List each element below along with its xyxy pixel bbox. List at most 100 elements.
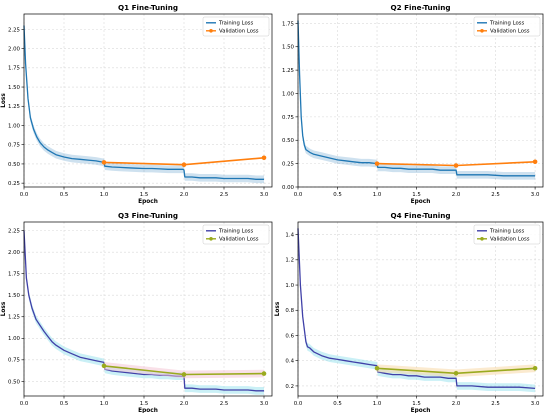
legend-entry: Validation Loss xyxy=(490,29,530,35)
data-point xyxy=(453,163,459,168)
x-tick-label: 0.5 xyxy=(60,192,69,198)
plot-area xyxy=(298,14,543,187)
x-tick-label: 3.0 xyxy=(260,401,269,407)
data-point xyxy=(181,162,187,168)
x-tick-label: 1.5 xyxy=(412,401,421,407)
legend-marker xyxy=(209,29,213,33)
data-point xyxy=(532,159,538,165)
series-validation-loss xyxy=(374,159,538,168)
legend-marker xyxy=(480,29,484,33)
x-tick-label: 2.5 xyxy=(491,192,500,198)
data-point xyxy=(532,365,538,371)
x-tick-label: 3.0 xyxy=(531,401,540,407)
y-tick-label: 0.8 xyxy=(285,308,294,314)
x-tick-label: 1.0 xyxy=(100,192,109,198)
y-tick-label: 0.25 xyxy=(8,181,20,187)
y-tick-label: 1.25 xyxy=(282,68,294,74)
x-tick-label: 2.0 xyxy=(180,401,189,407)
y-tick-label: 1.75 xyxy=(8,66,20,72)
y-axis-label: Loss xyxy=(275,301,281,316)
confidence-band xyxy=(377,364,536,378)
x-tick-label: 0.5 xyxy=(333,192,342,198)
y-tick-label: 0.2 xyxy=(285,384,294,390)
x-tick-label: 0.0 xyxy=(20,192,29,198)
chart-title: Q4 Fine-Tuning xyxy=(391,211,451,220)
y-tick-label: 1.2 xyxy=(285,258,294,264)
series-training-loss xyxy=(23,21,264,184)
series-validation-loss xyxy=(101,362,267,379)
series-validation-loss xyxy=(101,155,267,168)
x-tick-label: 3.0 xyxy=(260,192,269,198)
x-tick-label: 1.5 xyxy=(140,401,149,407)
chart-panel-2: 0.0 0.5 1.0 1.5 2.0 2.5 3.0 0.00 0.25 0.50 0.75 1.0… xyxy=(282,3,544,205)
legend-box xyxy=(473,16,541,37)
legend-entry: Training Loss xyxy=(218,21,253,27)
axes-frame xyxy=(297,221,544,397)
legend-marker xyxy=(209,237,213,241)
legend: Training Loss Validation Loss xyxy=(202,224,270,245)
data-point xyxy=(374,161,380,166)
x-tick-label: 2.5 xyxy=(220,401,229,407)
y-tick-label: 1.0 xyxy=(285,283,294,289)
plot-area xyxy=(24,14,272,187)
y-tick-label: 1.00 xyxy=(282,91,295,97)
legend: Training Loss Validation Loss xyxy=(473,16,541,37)
series-training-loss xyxy=(23,226,264,395)
y-tick-label: 2.00 xyxy=(8,250,21,256)
legend: Training Loss Validation Loss xyxy=(202,16,270,37)
chart-title: Q2 Fine-Tuning xyxy=(391,3,451,12)
x-tick-label: 3.0 xyxy=(531,192,540,198)
series-line xyxy=(23,230,264,392)
data-point xyxy=(101,363,107,369)
x-tick-label: 2.0 xyxy=(180,192,189,198)
series-line xyxy=(23,25,264,180)
legend-entry: Validation Loss xyxy=(490,237,530,243)
y-tick-label: 1.75 xyxy=(8,272,20,278)
data-point xyxy=(181,372,187,377)
y-tick-label: 1.50 xyxy=(282,45,295,51)
y-tick-label: 0.75 xyxy=(8,143,20,149)
axes-frame xyxy=(23,221,273,397)
x-tick-label: 2.5 xyxy=(491,401,500,407)
x-tick-label: 0.0 xyxy=(294,401,303,407)
y-tick-label: 1.4 xyxy=(285,233,294,239)
x-axis-label: Epoch xyxy=(411,408,431,413)
data-point xyxy=(261,371,267,376)
y-tick-label: 1.00 xyxy=(8,336,21,342)
y-tick-label: 0.50 xyxy=(8,162,21,168)
x-axis-label: Epoch xyxy=(138,199,158,205)
series-training-loss xyxy=(297,16,536,180)
chart-panel-4: 0.0 0.5 1.0 1.5 2.0 2.5 3.0 0.2 0.4 0.6 0.8 1.0 1.2 1… xyxy=(275,211,544,413)
x-tick-label: 1.5 xyxy=(140,192,149,198)
y-tick-label: 1.50 xyxy=(8,85,21,91)
x-tick-label: 1.0 xyxy=(373,401,382,407)
legend-entry: Training Loss xyxy=(489,229,524,235)
series-line xyxy=(297,20,536,177)
chart-title: Q1 Fine-Tuning xyxy=(118,3,178,12)
x-tick-label: 0.0 xyxy=(20,401,29,407)
y-tick-label: 0.75 xyxy=(282,115,294,121)
y-tick-label: 1.75 xyxy=(282,21,294,27)
x-tick-label: 0.5 xyxy=(60,401,69,407)
x-axis-label: Epoch xyxy=(138,408,158,413)
legend-entry: Training Loss xyxy=(218,229,253,235)
data-point xyxy=(374,365,380,371)
series-training-loss xyxy=(297,224,536,393)
data-point xyxy=(453,371,459,376)
x-tick-label: 1.5 xyxy=(412,192,421,198)
legend-entry: Training Loss xyxy=(489,21,524,27)
y-tick-label: 2.25 xyxy=(8,229,20,235)
data-point xyxy=(261,155,267,161)
chart-panel-3: 0.0 0.5 1.0 1.5 2.0 2.5 3.0 0.50 0.75 1.00 1.25 1.5… xyxy=(1,211,273,413)
y-tick-label: 0.50 xyxy=(8,379,21,385)
legend: Training Loss Validation Loss xyxy=(473,224,541,245)
y-tick-label: 0.50 xyxy=(282,138,295,144)
x-axis-label: Epoch xyxy=(411,199,431,205)
legend-box xyxy=(202,16,270,37)
y-tick-label: 2.00 xyxy=(8,47,21,53)
legend-entry: Validation Loss xyxy=(219,29,259,35)
x-tick-label: 1.0 xyxy=(373,192,382,198)
x-tick-label: 0.5 xyxy=(333,401,342,407)
y-tick-label: 1.25 xyxy=(8,315,20,321)
